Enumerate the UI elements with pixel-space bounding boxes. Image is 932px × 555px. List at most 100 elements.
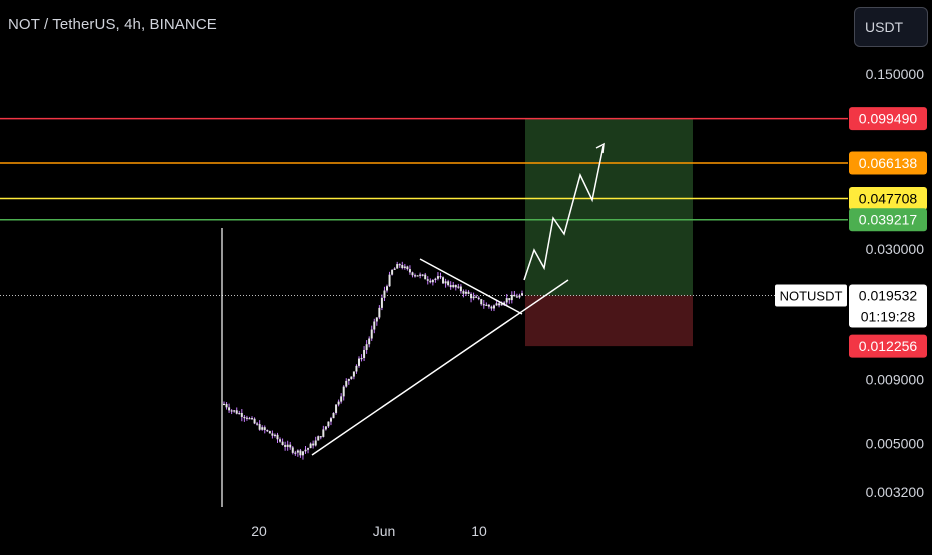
candle-body <box>291 447 294 453</box>
level-label-3: 0.039217 <box>859 212 918 228</box>
candle-body <box>464 291 467 294</box>
candle-body <box>256 423 259 425</box>
candle-body <box>436 276 439 279</box>
stop-label-bg <box>849 334 927 358</box>
candle-body <box>238 413 241 415</box>
price-tick-2: 0.009000 <box>866 372 925 388</box>
candle-body <box>243 416 246 419</box>
candle-body <box>228 407 231 411</box>
candle-body <box>322 429 325 437</box>
candle-body <box>490 306 493 309</box>
candle-body <box>459 286 462 292</box>
candle-body <box>380 297 383 308</box>
candle-body <box>335 404 338 413</box>
candle-body <box>513 294 516 297</box>
candle-body <box>355 365 358 372</box>
currency-button[interactable]: USDT <box>854 7 928 47</box>
candle-body <box>454 285 457 288</box>
price-tick-3: 0.005000 <box>866 436 925 452</box>
candle-body <box>480 299 483 305</box>
candle-body <box>414 275 417 277</box>
level-label-bg-1 <box>849 151 927 175</box>
candle-body <box>258 424 261 430</box>
candle-body <box>398 264 401 266</box>
candle-body <box>487 304 490 307</box>
price-tick-4: 0.003200 <box>866 484 925 500</box>
candle-body <box>294 452 297 454</box>
candle-body <box>444 281 447 284</box>
candle-body <box>266 430 269 432</box>
candle-body <box>393 268 396 270</box>
candle-body <box>457 286 460 288</box>
time-tick-1: Jun <box>373 523 396 539</box>
candle-body <box>442 277 445 284</box>
candle-body <box>510 294 513 301</box>
candle-body <box>352 371 355 377</box>
candle-body <box>419 274 422 276</box>
resistance-trendline <box>419 258 523 315</box>
candle-body <box>230 410 233 412</box>
candle-body <box>245 417 248 419</box>
time-tick-2: 10 <box>471 523 487 539</box>
level-label-1: 0.066138 <box>859 155 918 171</box>
candle-body <box>340 396 343 402</box>
candle-body <box>314 440 317 446</box>
position-zones <box>525 118 693 347</box>
candle-body <box>373 321 376 330</box>
candle-body <box>284 444 287 447</box>
price-axis: 0.150000 0.030000 0.009000 0.005000 0.003200 <box>866 66 925 500</box>
candle-body <box>375 317 378 322</box>
bar-countdown: 01:19:28 <box>861 308 916 324</box>
candle-body <box>447 281 450 286</box>
candle-body <box>251 418 254 420</box>
candle-body <box>406 266 409 270</box>
stop-label: 0.012256 <box>859 338 918 354</box>
target-zone <box>525 118 693 296</box>
candle-body <box>268 431 271 434</box>
candle-body <box>477 297 480 300</box>
candle-body <box>332 412 335 419</box>
candle-body <box>324 426 327 430</box>
level-label-2: 0.047708 <box>859 190 918 206</box>
arrow-head <box>595 142 605 154</box>
candle-body <box>470 293 473 299</box>
chart-title: NOT / TetherUS, 4h, BINANCE <box>8 16 217 33</box>
candle-body <box>515 296 518 298</box>
candle-body <box>223 403 225 406</box>
candle-body <box>467 291 470 294</box>
candle-body <box>299 450 302 456</box>
candle-body <box>296 450 299 453</box>
level-label-bg-0 <box>849 107 927 131</box>
candle-body <box>263 427 266 431</box>
candle-body <box>289 444 292 448</box>
candle-body <box>370 329 373 339</box>
candle-body <box>508 298 511 301</box>
candle-body <box>235 410 238 414</box>
candle-body <box>472 296 475 299</box>
symbol-label-bg <box>775 284 847 307</box>
candle-body <box>225 403 228 408</box>
candle-body <box>396 264 399 269</box>
candle-body <box>439 276 442 278</box>
candle-body <box>273 434 276 436</box>
candle-body <box>307 448 310 450</box>
time-axis: 20 Jun 10 <box>251 523 487 539</box>
candle-body <box>365 344 368 350</box>
candle-body <box>503 302 506 305</box>
candle-body <box>233 410 236 412</box>
candle-body <box>518 295 521 298</box>
candle-body <box>426 279 429 281</box>
candle-body <box>327 421 330 427</box>
candle-body <box>462 291 465 294</box>
candle-body <box>388 274 391 287</box>
candle-body <box>391 269 394 275</box>
candle-body <box>240 413 243 417</box>
candle-body <box>345 380 348 387</box>
candle-body <box>383 290 386 298</box>
candle-body <box>261 427 264 430</box>
projected-path <box>523 145 604 281</box>
drawings <box>221 142 605 507</box>
